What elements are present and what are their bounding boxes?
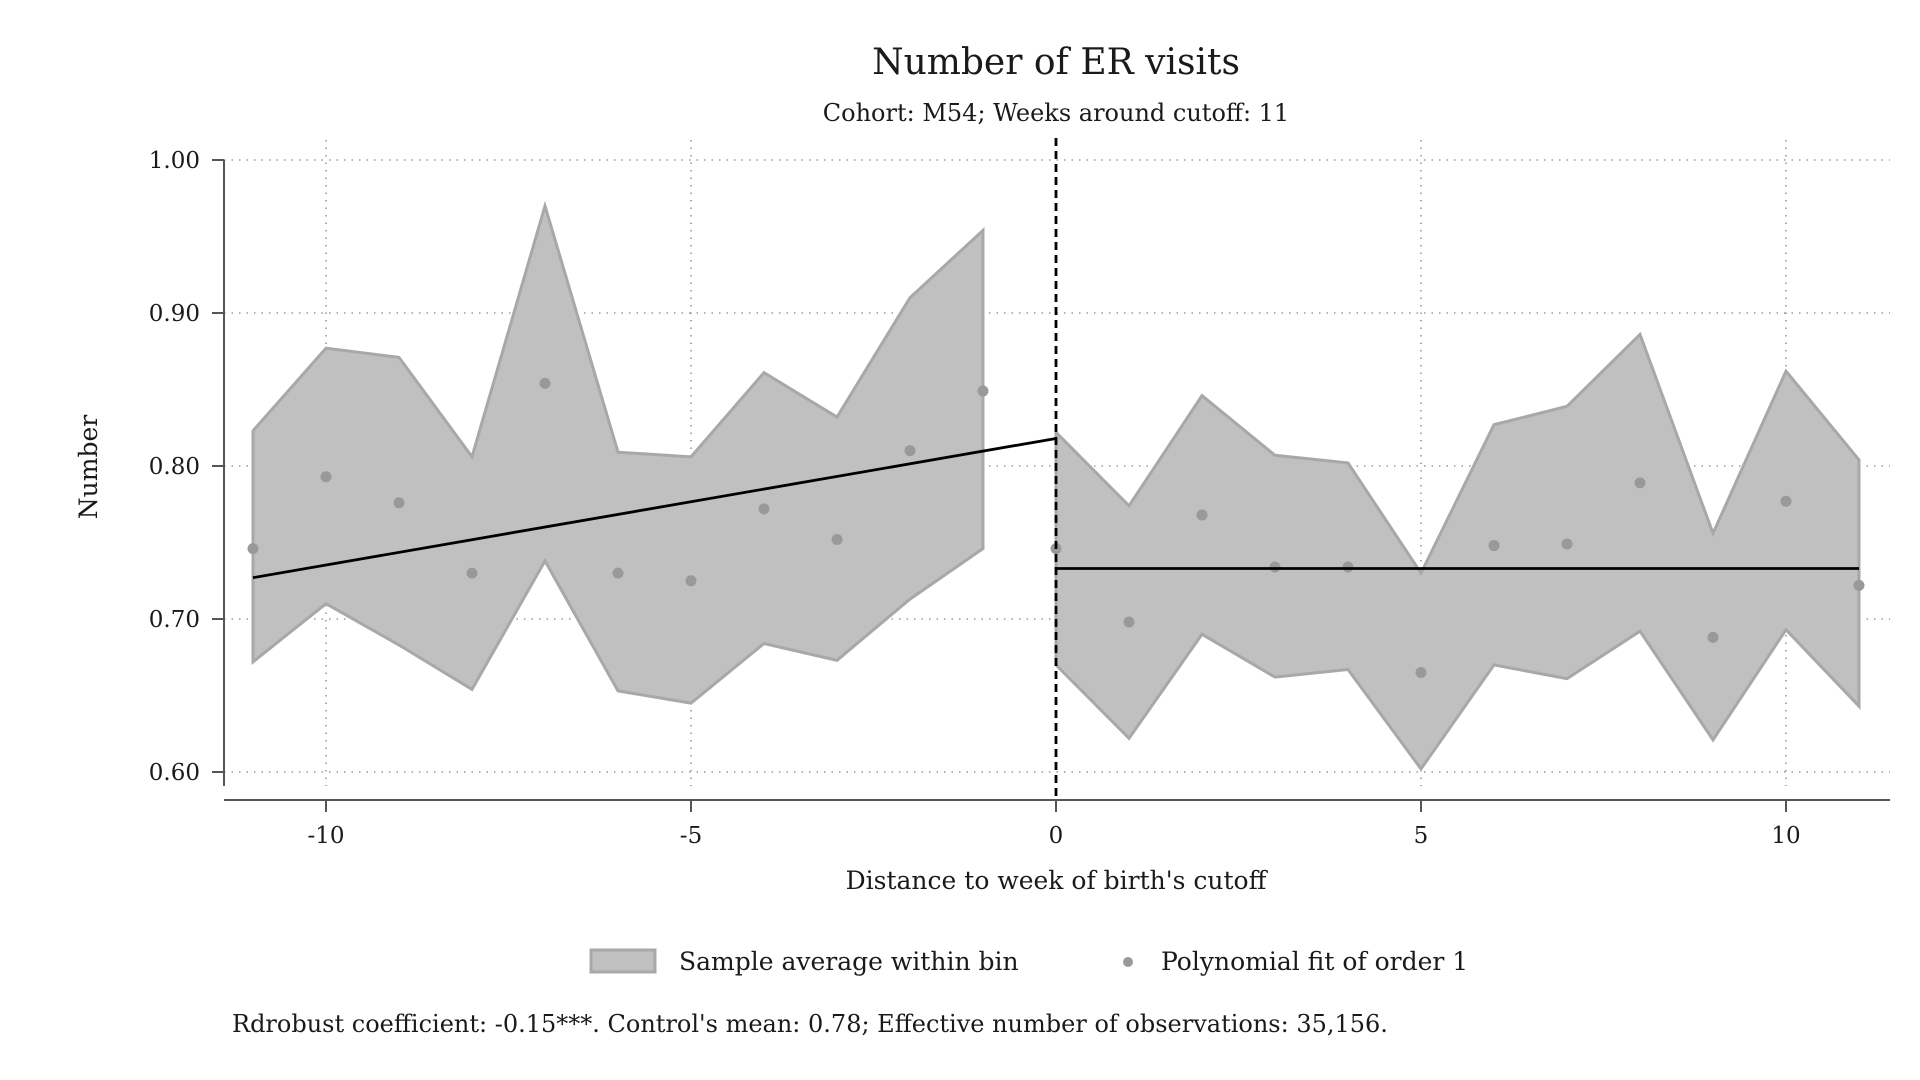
data-point [539, 377, 551, 389]
chart-note: Rdrobust coefficient: -0.15***. Control'… [232, 1010, 1388, 1038]
data-point [247, 543, 259, 555]
y-axis-label: Number [74, 415, 103, 519]
x-axis-label: Distance to week of birth's cutoff [846, 866, 1269, 895]
chart-title: Number of ER visits [872, 42, 1240, 83]
x-tick-label: -5 [680, 823, 702, 849]
x-tick-label: 0 [1049, 823, 1064, 849]
data-point [612, 567, 624, 579]
legend-label-dot: Polynomial fit of order 1 [1161, 947, 1468, 976]
legend-swatch-dot [1123, 957, 1133, 967]
data-point [1269, 561, 1281, 573]
x-tick-label: -10 [307, 823, 344, 849]
fit-line-left [252, 437, 1057, 580]
data-point [831, 533, 843, 545]
data-point [1488, 540, 1500, 552]
chart-subtitle: Cohort: M54; Weeks around cutoff: 11 [823, 99, 1289, 127]
data-point [1634, 477, 1646, 489]
data-point [1780, 495, 1792, 507]
y-tick-label: 0.80 [149, 454, 200, 480]
data-point [466, 567, 478, 579]
data-point [904, 445, 916, 457]
data-point [758, 503, 770, 515]
band-right [1054, 331, 1861, 772]
data-point [1196, 509, 1208, 521]
confidence-bands [251, 200, 1861, 772]
data-point [977, 385, 989, 397]
data-point [1853, 579, 1865, 591]
data-point [1415, 667, 1427, 679]
fit-lines [252, 138, 1859, 800]
data-point [320, 471, 332, 483]
y-tick-label: 0.70 [149, 607, 200, 633]
legend-label-area: Sample average within bin [679, 947, 1019, 976]
data-point [393, 497, 405, 509]
data-point [685, 575, 697, 587]
axes: 0.60 0.70 0.80 0.90 1.00 -10 -5 0 5 10 [149, 148, 1890, 849]
x-tick-label: 10 [1771, 823, 1800, 849]
data-point [1561, 538, 1573, 550]
data-point [1123, 616, 1135, 628]
y-tick-label: 0.60 [149, 760, 200, 786]
y-tick-label: 1.00 [149, 148, 200, 174]
data-point [1707, 631, 1719, 643]
x-tick-label: 5 [1414, 823, 1429, 849]
legend: Sample average within bin Polynomial fit… [589, 947, 1468, 976]
data-point [1342, 561, 1354, 573]
data-points [247, 377, 1865, 679]
band-left [251, 200, 985, 705]
legend-swatch-area [589, 948, 657, 974]
y-tick-label: 0.90 [149, 301, 200, 327]
